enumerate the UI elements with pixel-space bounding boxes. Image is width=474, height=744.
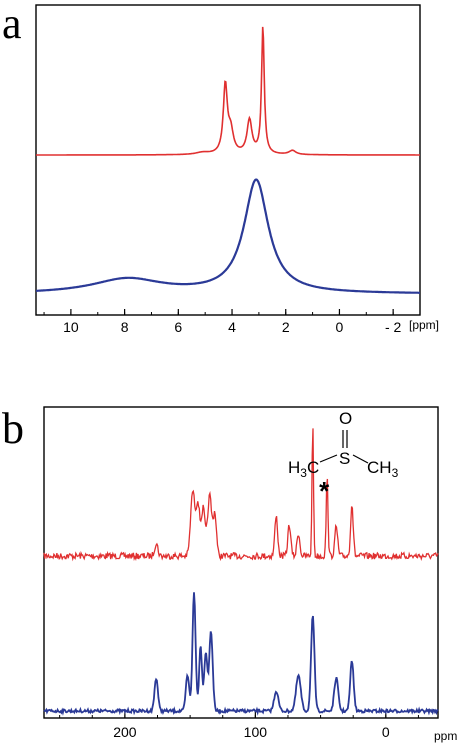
right-methyl: CH3 xyxy=(367,458,399,480)
x-tick-label: 6 xyxy=(174,319,182,335)
x-tick-label: 8 xyxy=(121,319,129,335)
panel-a-label: a xyxy=(2,0,22,48)
panel-b-blue-spectrum xyxy=(43,592,439,716)
left-methyl: H3C xyxy=(288,458,319,480)
x-tick-label: 200 xyxy=(113,724,137,740)
panel-b-red-spectrum xyxy=(43,428,439,562)
panel-b-label: b xyxy=(2,404,24,453)
oxygen-atom: O xyxy=(339,409,352,428)
panel-a-frame xyxy=(35,4,421,316)
sulfur-atom: S xyxy=(339,449,350,468)
dmso-peak-marker: * xyxy=(319,476,330,506)
x-tick-label: 0 xyxy=(382,724,390,740)
panel-b-x-axis: 200 100 0 xyxy=(59,712,419,740)
panel-a-blue-spectrum xyxy=(36,178,420,294)
x-tick-label: 10 xyxy=(63,319,79,335)
dmso-structure: O S H3C CH3 xyxy=(288,409,399,480)
x-tick-label: - 2 xyxy=(385,319,402,335)
panel-a-x-unit: [ppm] xyxy=(409,318,439,332)
panel-b-x-unit: ppm xyxy=(434,729,457,743)
x-tick-label: 0 xyxy=(336,319,344,335)
x-tick-label: 100 xyxy=(244,724,268,740)
panel-a-red-spectrum xyxy=(36,26,420,156)
x-tick-label: 4 xyxy=(228,319,236,335)
x-tick-label: 2 xyxy=(282,319,290,335)
panel-b-frame xyxy=(43,406,439,719)
panel-a-x-axis: 10 8 6 4 2 0 - 2 xyxy=(43,309,421,335)
